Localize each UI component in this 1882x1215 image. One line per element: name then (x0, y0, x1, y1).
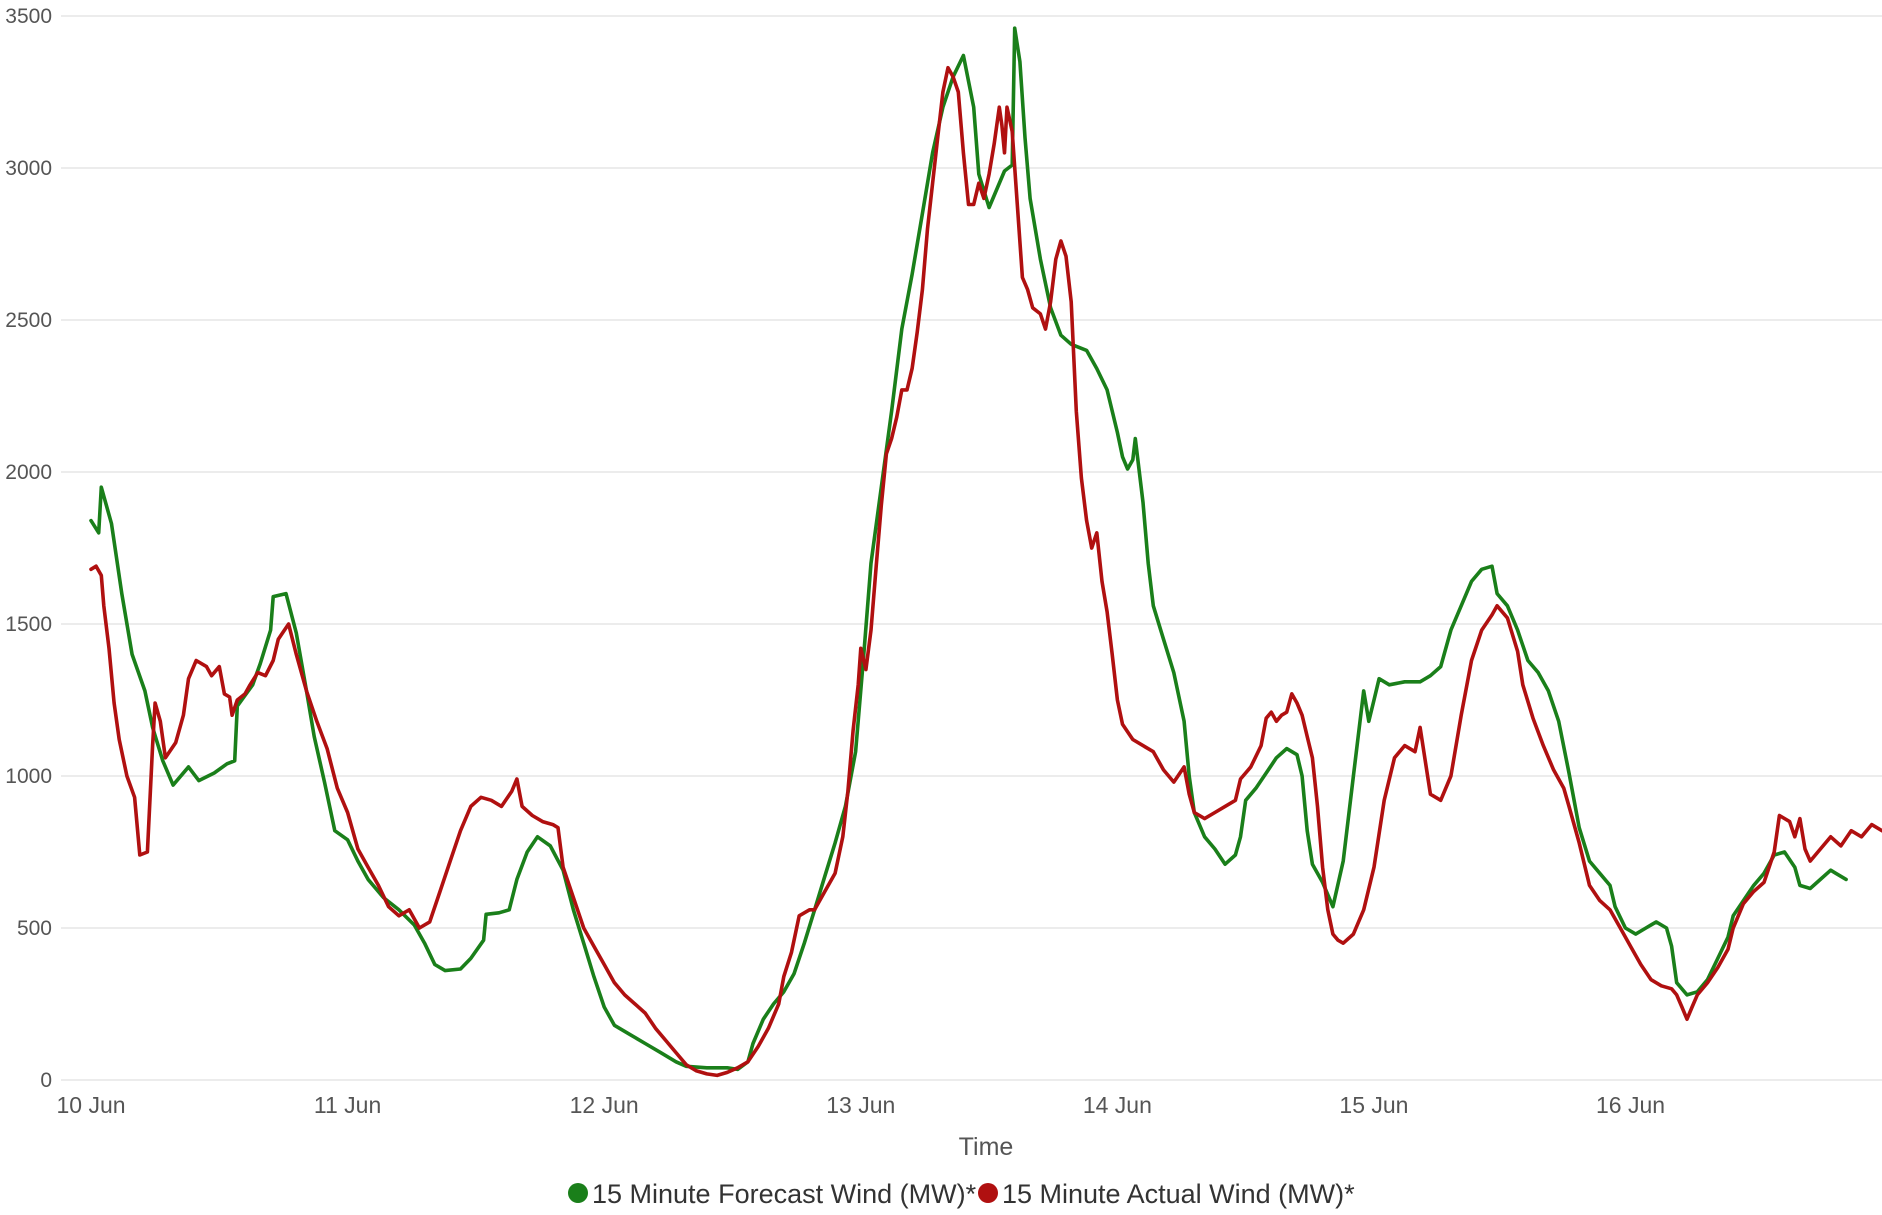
x-tick-label: 12 Jun (570, 1092, 639, 1118)
legend[interactable]: 15 Minute Forecast Wind (MW)* 15 Minute A… (568, 1179, 1355, 1209)
x-tick-label: 15 Jun (1339, 1092, 1408, 1118)
x-tick-label: 16 Jun (1596, 1092, 1665, 1118)
series-lines (89, 26, 1882, 1078)
y-tick-label: 2000 (5, 461, 52, 484)
x-axis: 10 Jun 11 Jun 12 Jun 13 Jun 14 Jun 15 Jun 16 J… (56, 1092, 1665, 1118)
legend-item-actual[interactable]: 15 Minute Actual Wind (MW)* (978, 1179, 1355, 1209)
legend-label: 15 Minute Forecast Wind (MW)* (592, 1179, 977, 1209)
series-line-actual[interactable] (89, 65, 1882, 1078)
legend-marker-icon (568, 1183, 588, 1203)
y-tick-label: 1500 (5, 613, 52, 636)
legend-marker-icon (978, 1183, 998, 1203)
series-line-forecast[interactable] (89, 26, 1848, 1072)
x-axis-title: Time (959, 1133, 1014, 1161)
y-tick-label: 2500 (5, 309, 52, 332)
x-tick-label: 10 Jun (56, 1092, 125, 1118)
x-tick-label: 14 Jun (1083, 1092, 1152, 1118)
legend-label: 15 Minute Actual Wind (MW)* (1002, 1179, 1355, 1209)
y-tick-label: 500 (17, 917, 52, 940)
x-tick-label: 11 Jun (314, 1092, 381, 1118)
y-tick-label: 0 (40, 1069, 52, 1092)
x-tick-label: 13 Jun (826, 1092, 895, 1118)
legend-item-forecast[interactable]: 15 Minute Forecast Wind (MW)* (568, 1179, 977, 1209)
y-axis: 0 500 1000 1500 2000 2500 3000 3500 (5, 5, 52, 1092)
y-tick-label: 1000 (5, 765, 52, 788)
grid-lines (61, 15, 1882, 1081)
y-tick-label: 3000 (5, 157, 52, 180)
y-tick-label: 3500 (5, 5, 52, 28)
